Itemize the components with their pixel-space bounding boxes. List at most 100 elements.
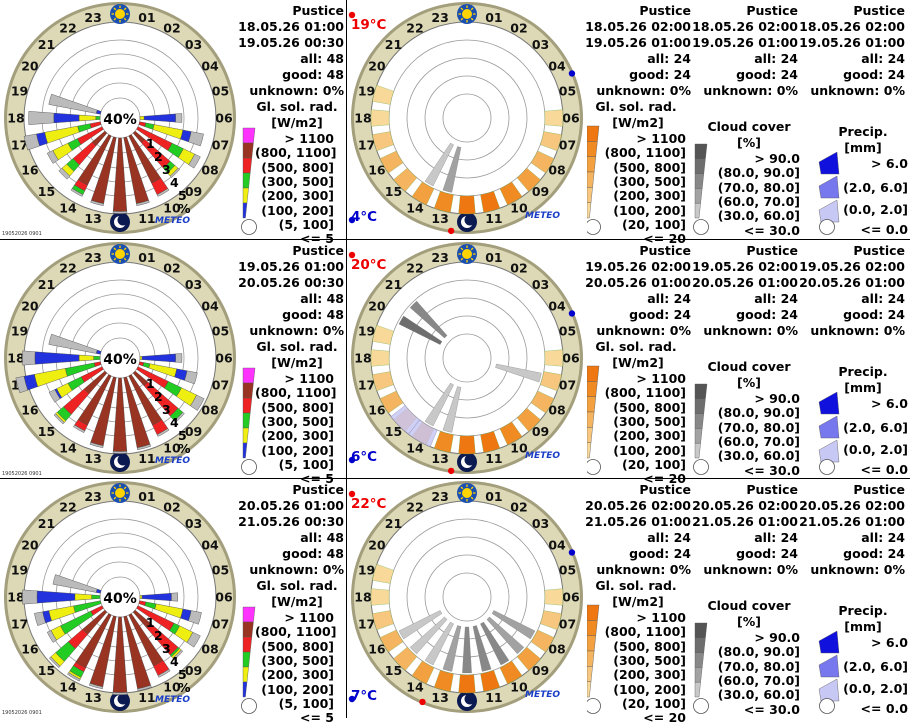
panel-1-forecast-radiation-bar bbox=[480, 191, 501, 213]
panel-2-left-hour-label: 05 bbox=[212, 324, 229, 339]
panel-2-stats-from: 19.05.26 02:00 bbox=[585, 259, 691, 274]
panel-3-forecast-radiation-bar bbox=[516, 646, 541, 671]
panel-2-forecast-radiation-bar bbox=[372, 324, 394, 345]
panel-1-precip-unit: [mm] bbox=[844, 140, 882, 155]
panel-2-radiation-bar bbox=[112, 451, 128, 454]
panel-1-stamp: 19052026 0901 bbox=[2, 231, 42, 237]
panel-1-radiation-bar bbox=[156, 188, 170, 197]
panel-3-stamp: 19052026 0901 bbox=[2, 710, 42, 716]
panel-3-stats-from: 20.05.26 02:00 bbox=[585, 498, 691, 513]
panel-3-left-hour-label: 20 bbox=[21, 538, 39, 553]
panel-2-rad-legend-zero-circle bbox=[241, 459, 257, 475]
panel-1-precip-zero-circle bbox=[819, 219, 835, 235]
panel-3-radiation-bar bbox=[157, 668, 171, 678]
panel-2-stats-good: good: 24 bbox=[736, 307, 798, 322]
panel-1-left-hour-label: 04 bbox=[201, 59, 219, 74]
panel-2-stats-station: Pustice bbox=[639, 243, 691, 258]
panel-1-stats-to: 19.05.26 01:00 bbox=[692, 35, 798, 50]
panel-3-precip-class: (2.0, 6.0] bbox=[843, 659, 908, 674]
panel-2-right-hour-label: 18 bbox=[354, 351, 371, 366]
panel-3-rad-legend-swatch bbox=[242, 606, 256, 623]
panel-3-rad2-legend-swatch bbox=[587, 681, 592, 698]
panel-1-stats-good: good: 24 bbox=[629, 67, 691, 82]
panel-3-rad-legend-swatch bbox=[242, 636, 253, 653]
panel-1-radiation-bar bbox=[112, 211, 128, 214]
panel-1-legend-class: (800, 1100] bbox=[255, 145, 337, 161]
panel-2-forecast-radiation-bar bbox=[516, 407, 541, 432]
panel-1-right-hour-label: 03 bbox=[532, 37, 549, 52]
panel-1-legend-class: > 1100 bbox=[284, 131, 334, 146]
panel-2-ring-label: 1 bbox=[146, 376, 155, 391]
panel-1-stats-all: all: 24 bbox=[647, 51, 691, 66]
panel-3-right-hour-label: 02 bbox=[510, 499, 527, 514]
panel-2-radiation-bar bbox=[190, 394, 205, 411]
panel-3-rad2-title: Gl. sol. rad. bbox=[595, 578, 677, 593]
panel-2-period-to: 20.05.26 00:30 bbox=[238, 275, 344, 290]
panel-2-radiation-bar bbox=[173, 411, 185, 423]
panel-2-forecast-cloud-bar bbox=[424, 382, 454, 427]
panel-3-radiation-bar bbox=[172, 649, 184, 661]
panel-2-rad2-legend-swatch bbox=[587, 442, 592, 459]
panel-2-rad2-legend-swatch bbox=[587, 427, 593, 443]
panel-2-cloud-legend-zero-circle bbox=[693, 459, 709, 475]
panel-2-left-hour-label: 23 bbox=[84, 250, 101, 265]
panel-3-left-hour-label: 23 bbox=[84, 489, 101, 504]
panel-1-precip-title: Precip. bbox=[838, 124, 888, 139]
panel-2-rad2-class: > 1100 bbox=[636, 371, 686, 386]
panel-3-left-hour-label: 21 bbox=[38, 516, 55, 531]
panel-2-right-hour-label: 04 bbox=[548, 299, 566, 314]
panel-1-radiation-rose: 0102030405060708091011131415161718192021… bbox=[4, 2, 257, 235]
panel-3-forecast-cloud-bar bbox=[462, 626, 472, 674]
panel-3-forecast-cloud-bar bbox=[442, 625, 462, 672]
panel-3-precip-swatch bbox=[818, 678, 840, 702]
panel-1-forecast-radiation-bar bbox=[411, 181, 435, 206]
panel-3-legend-class: (100, 200] bbox=[261, 681, 334, 697]
svg-text:METEO: METEO bbox=[155, 695, 190, 705]
panel-2-night-marker bbox=[568, 310, 576, 317]
panel-1-rad2-class: (300, 500] bbox=[613, 173, 686, 189]
panel-2-right-hour-label: 10 bbox=[510, 441, 528, 456]
panel-2-left-hour-label: 01 bbox=[138, 250, 155, 265]
panel-2-left-hour-label: 10 bbox=[163, 441, 181, 456]
panel-3-radiation-bar bbox=[112, 692, 128, 695]
panel-1-radiation-bar bbox=[169, 167, 180, 178]
panel-3-right-hour-label: 10 bbox=[510, 680, 528, 695]
panel-3-max-temp: 22°C bbox=[351, 496, 387, 512]
panel-1-rad2-unit: [W/m2] bbox=[612, 115, 664, 130]
panel-3-precip-swatch bbox=[818, 654, 840, 678]
panel-1-rad2-class: <= 20 bbox=[643, 231, 686, 247]
panel-3-forecast-radiation-bar bbox=[372, 563, 394, 584]
panel-2-right-hour-label: 01 bbox=[485, 250, 502, 265]
panel-2-forecast-cloud-bar bbox=[398, 315, 443, 345]
panel-3-ring-label: 5 bbox=[178, 667, 187, 682]
panel-2-rad2-class: (100, 200] bbox=[613, 442, 686, 458]
panel-1-radiation-bar bbox=[58, 167, 71, 180]
panel-2-ring-label: 3 bbox=[162, 402, 171, 417]
panel-1-night-marker bbox=[568, 70, 576, 77]
panel-1-stats-station: Pustice bbox=[853, 3, 905, 18]
panel-2-rad2-legend-zero-circle bbox=[587, 459, 601, 475]
panel-1-count-good: good: 48 bbox=[282, 67, 344, 82]
panel-1-rad-legend-swatch bbox=[242, 172, 251, 189]
panel-1-rad2-class: (800, 1100] bbox=[604, 145, 686, 161]
panel-2-stats-good: good: 24 bbox=[629, 307, 691, 322]
panel-2-precip-zero-circle bbox=[819, 459, 835, 475]
panel-1-forecast-cloud-bar bbox=[424, 142, 454, 187]
panel-3-legend-class: (300, 500] bbox=[261, 652, 334, 668]
panel-1-forecast-radiation-bar bbox=[433, 191, 454, 213]
panel-3-left-hour-label: 05 bbox=[212, 563, 229, 578]
panel-3-right-hour-label: 15 bbox=[385, 663, 402, 678]
panel-1-cloud-legend-swatch bbox=[694, 158, 706, 174]
panel-1-radiation-bar bbox=[28, 111, 55, 125]
panel-3-forecast-radiation-bar bbox=[393, 646, 418, 671]
panel-3-radiation-bar bbox=[88, 683, 104, 690]
panel-3-rad2-legend-swatch bbox=[587, 635, 597, 652]
panel-3-forecast-cloud-bar bbox=[486, 616, 525, 655]
panel-1-right-hour-label: 16 bbox=[368, 163, 386, 178]
panel-3-left-moon-icon bbox=[110, 691, 130, 711]
panel-2-forecast-radiation-bar bbox=[379, 390, 404, 414]
panel-2-radiation-bar bbox=[78, 354, 94, 362]
panel-2-legend-class: (300, 500] bbox=[261, 413, 334, 429]
panel-2-rad-legend-swatch bbox=[242, 442, 248, 459]
panel-2-legend-class: (800, 1100] bbox=[255, 385, 337, 401]
